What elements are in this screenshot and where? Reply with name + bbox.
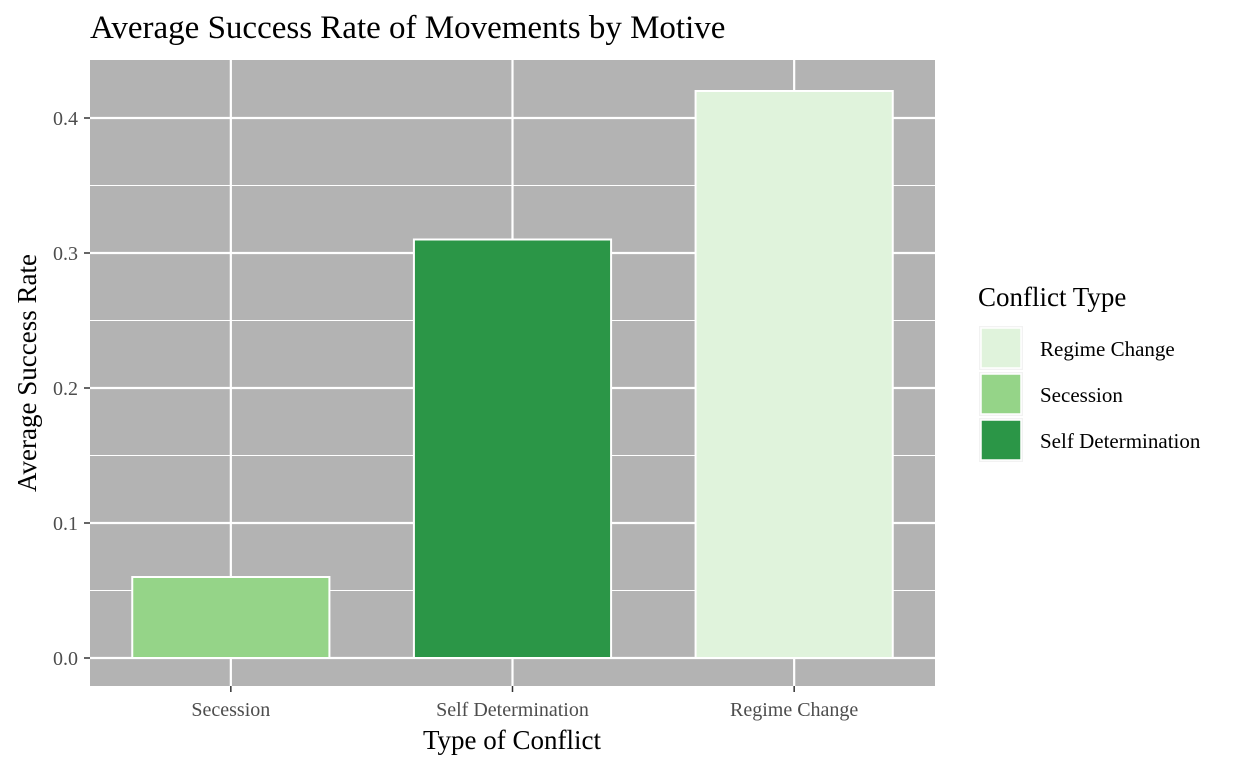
bar-self-determination (412, 238, 613, 659)
axis-ticks: 0.0 0.1 0.2 0.3 0.4 Secession Self Determinati… (53, 108, 858, 721)
bar-regime-change (694, 90, 894, 659)
chart-title: Average Success Rate of Movements by Mot… (90, 10, 725, 46)
x-tick-label: Regime Change (730, 699, 858, 721)
y-tick-label: 0.0 (53, 648, 78, 670)
y-tick-label: 0.1 (53, 513, 78, 535)
y-tick-label: 0.4 (53, 108, 78, 130)
legend-label: Self Determination (1040, 429, 1201, 453)
legend-label: Regime Change (1040, 337, 1175, 361)
x-tick-label: Self Determination (436, 699, 589, 721)
legend-swatch-secession (980, 373, 1022, 415)
legend-swatch-regime-change (980, 327, 1022, 369)
bar-secession (131, 576, 331, 659)
y-axis-title: Average Success Rate (12, 254, 42, 492)
y-tick-label: 0.2 (53, 378, 78, 400)
y-tick-label: 0.3 (53, 243, 78, 265)
x-tick-label: Secession (191, 699, 270, 721)
legend: Conflict Type Regime Change Secession Self… (978, 282, 1201, 462)
legend-swatch-self-determination (980, 419, 1022, 461)
legend-title: Conflict Type (978, 282, 1126, 312)
legend-entries: Regime Change Secession Self Determination (979, 326, 1201, 462)
x-axis-title: Type of Conflict (423, 725, 602, 755)
legend-label: Secession (1040, 383, 1123, 407)
bars (131, 90, 894, 659)
